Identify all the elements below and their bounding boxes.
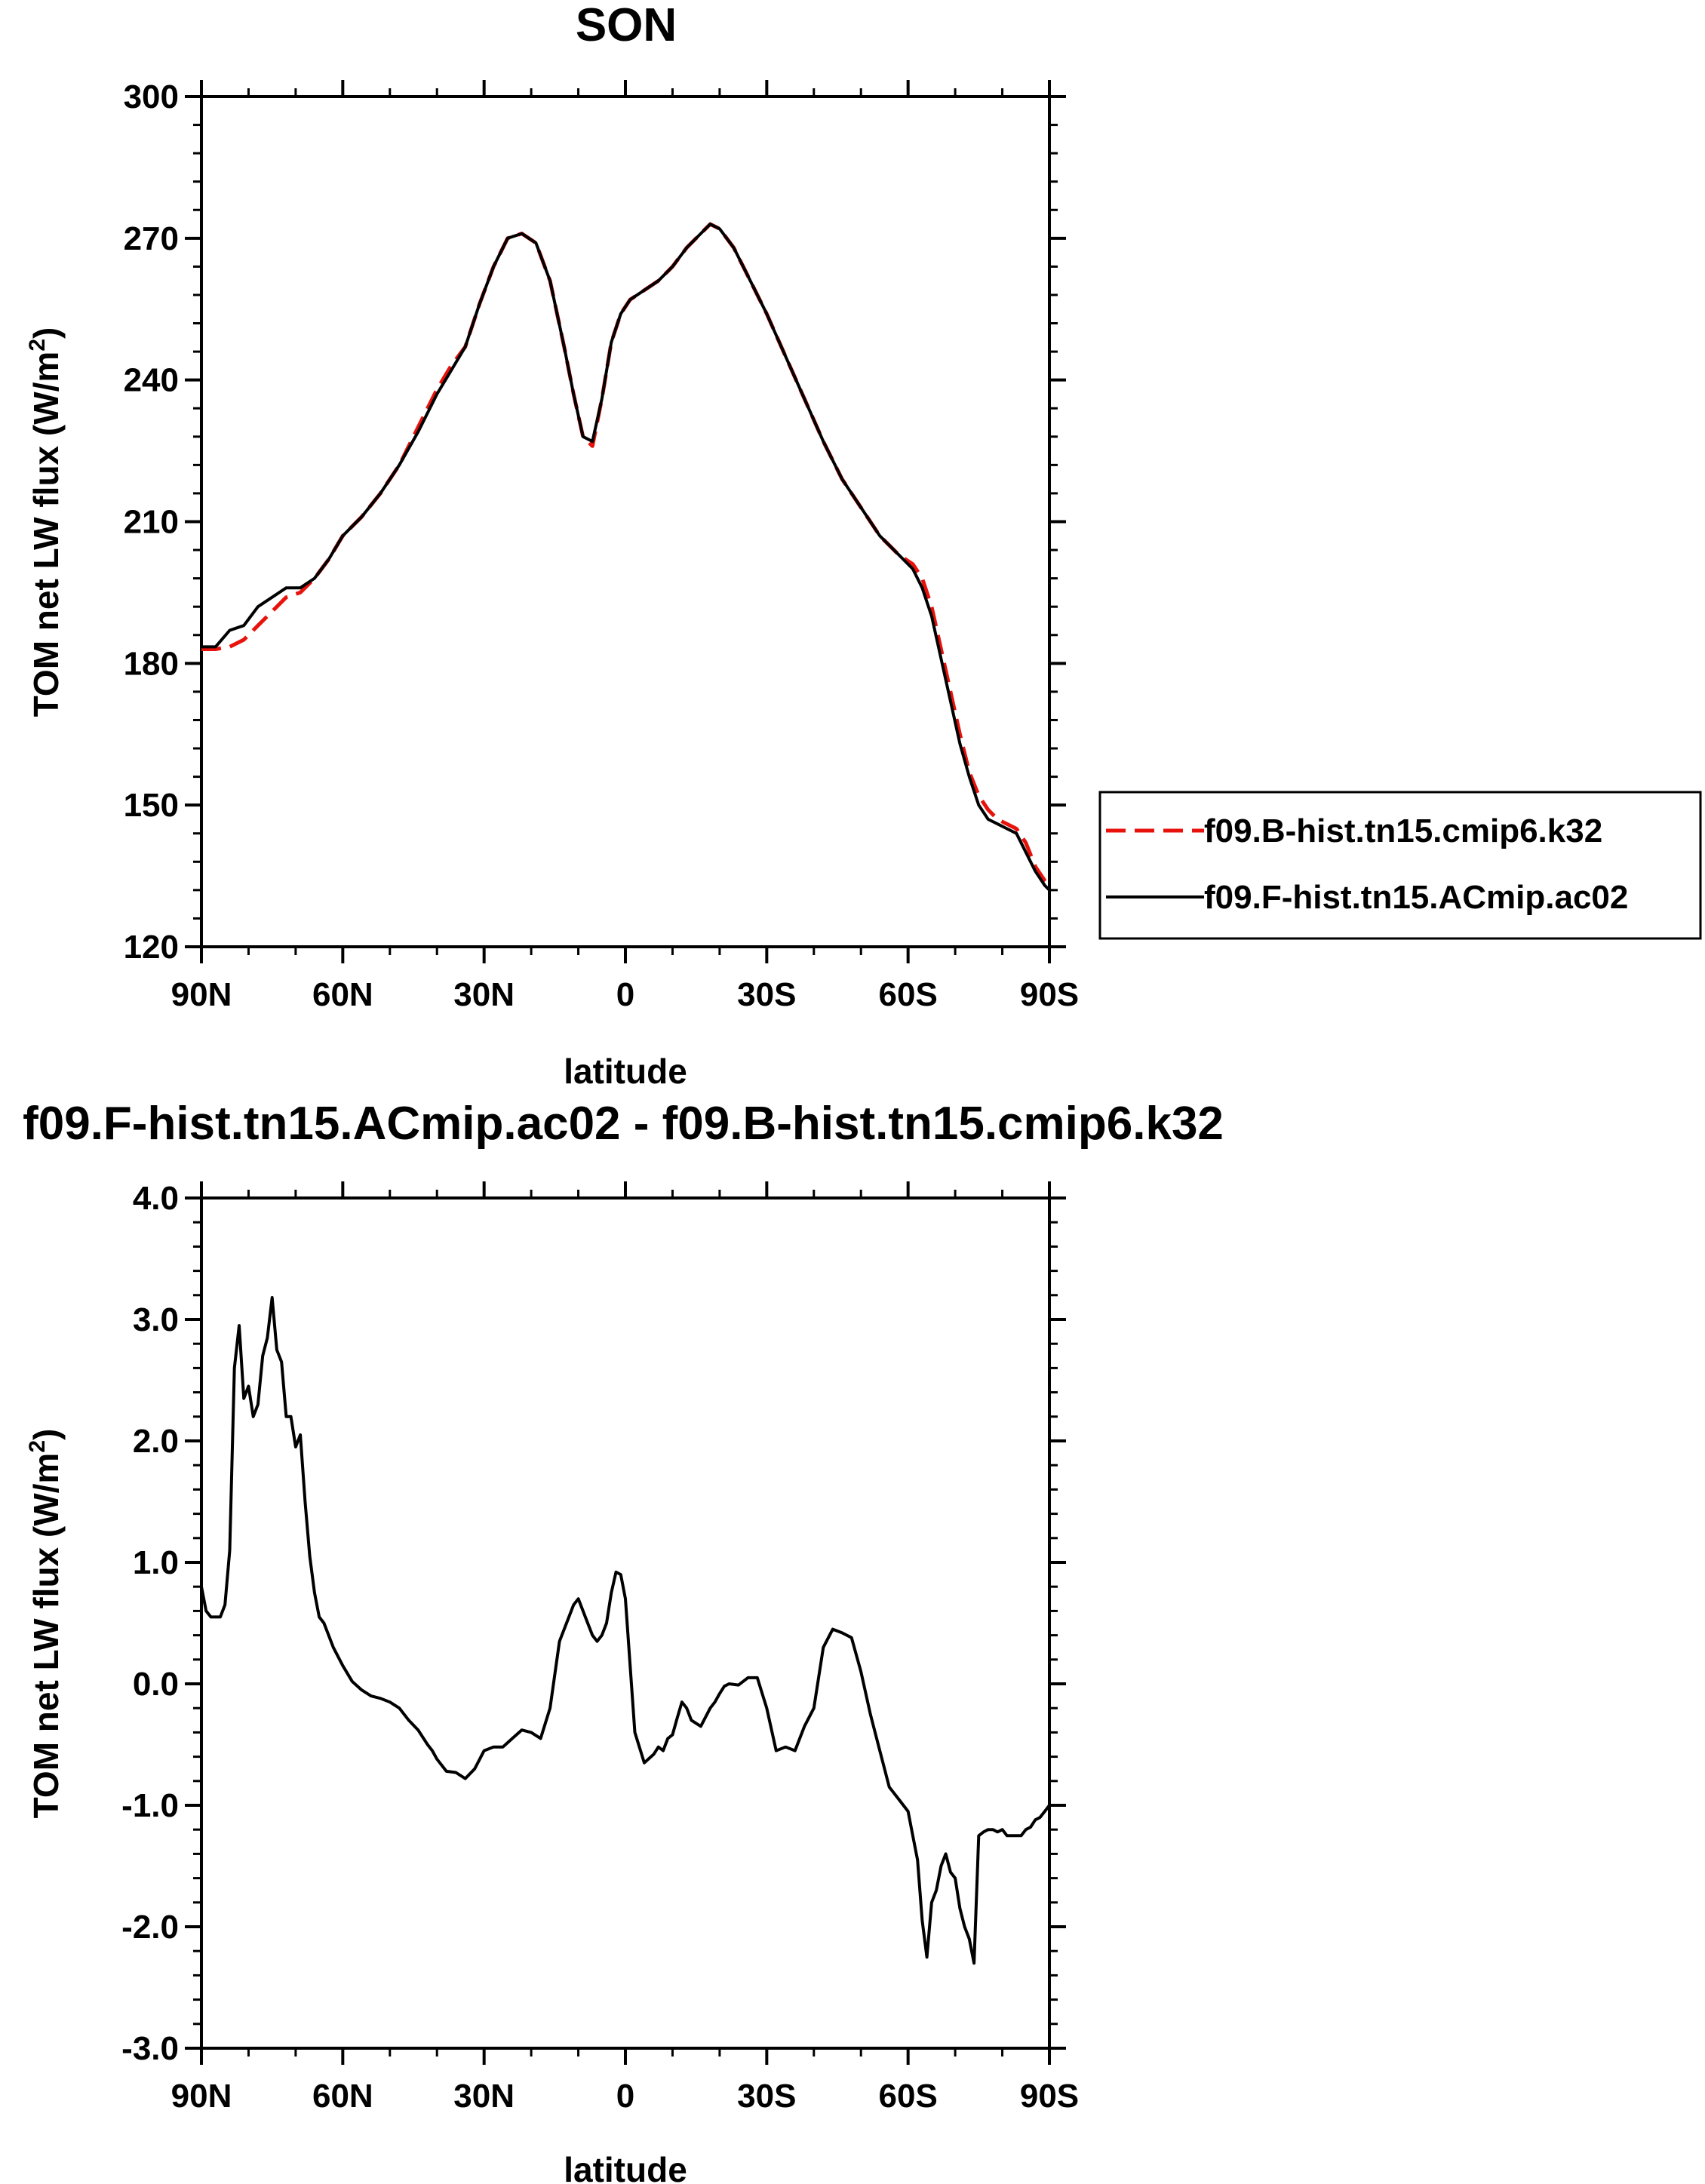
y-axis-title: TOM net LW flux (W/m2) bbox=[25, 327, 66, 717]
x-axis-title: latitude bbox=[564, 1052, 687, 1091]
x-tick-label: 30S bbox=[737, 2078, 796, 2115]
y-tick-label: 0.0 bbox=[133, 1666, 179, 1703]
series-line-1 bbox=[201, 222, 1051, 887]
x-tick-label: 30S bbox=[737, 976, 796, 1013]
y-tick-label: 150 bbox=[124, 787, 179, 824]
x-tick-label: 90S bbox=[1020, 2078, 1079, 2115]
y-tick-label: 2.0 bbox=[133, 1423, 179, 1460]
y-axis-title-close: ) bbox=[26, 1429, 66, 1440]
x-tick-label: 0 bbox=[616, 2078, 634, 2115]
y-axis-title-superscript: 2 bbox=[25, 1440, 50, 1453]
legend-label-f-hist: f09.F-hist.tn15.ACmip.ac02 bbox=[1204, 879, 1628, 916]
y-axis-title: TOM net LW flux (W/m2) bbox=[25, 1429, 66, 1819]
y-axis-title-text: TOM net LW flux (W/m bbox=[26, 1453, 66, 1819]
x-tick-label: 60N bbox=[312, 2078, 373, 2115]
y-tick-label: 3.0 bbox=[133, 1301, 179, 1338]
legend: f09.B-hist.tn15.cmip6.k32 f09.F-hist.tn1… bbox=[1098, 791, 1702, 940]
y-tick-label: -1.0 bbox=[121, 1787, 179, 1824]
series-line-2 bbox=[201, 223, 1051, 892]
y-tick-label: 120 bbox=[124, 929, 179, 966]
x-tick-label: 30N bbox=[453, 2078, 515, 2115]
y-tick-label: 270 bbox=[124, 220, 179, 257]
chart-title: f09.F-hist.tn15.ACmip.ac02 - f09.B-hist.… bbox=[23, 1098, 1224, 1150]
y-tick-label: 240 bbox=[124, 362, 179, 399]
x-tick-label: 0 bbox=[616, 976, 634, 1013]
y-tick-labels: -3.0 -2.0 -1.0 0.0 1.0 2.0 3.0 4.0 bbox=[121, 1180, 179, 2067]
y-tick-label: -2.0 bbox=[121, 1909, 179, 1946]
x-tick-label: 90S bbox=[1020, 976, 1079, 1013]
series-lines bbox=[200, 1296, 1051, 1965]
x-tick-label: 60N bbox=[312, 976, 373, 1013]
x-tick-label: 90N bbox=[171, 2078, 232, 2115]
legend-label-b-hist: f09.B-hist.tn15.cmip6.k32 bbox=[1204, 812, 1602, 849]
x-tick-labels: 90N 60N 30N 0 30S 60S 90S bbox=[171, 976, 1080, 1013]
son-line-chart: SON 120 150 180 210 240 270 300 90N 60N 30N 0 30S 6… bbox=[25, 0, 1702, 1091]
y-tick-label: 210 bbox=[124, 504, 179, 541]
y-axis-title-superscript: 2 bbox=[25, 339, 50, 352]
series-line-1 bbox=[200, 1296, 1051, 1965]
x-axis-title: latitude bbox=[564, 2150, 687, 2184]
x-tick-labels: 90N 60N 30N 0 30S 60S 90S bbox=[171, 2078, 1080, 2115]
x-tick-label: 60S bbox=[879, 2078, 938, 2115]
legend-box bbox=[1098, 791, 1702, 940]
x-tick-label: 60S bbox=[879, 976, 938, 1013]
x-tick-label: 90N bbox=[171, 976, 232, 1013]
y-tick-label: 1.0 bbox=[133, 1544, 179, 1581]
axis-ticks bbox=[185, 80, 1066, 963]
y-tick-label: 300 bbox=[124, 78, 179, 115]
y-tick-label: 4.0 bbox=[133, 1180, 179, 1217]
x-tick-label: 30N bbox=[453, 976, 515, 1013]
y-tick-label: 180 bbox=[124, 645, 179, 682]
axis-ticks bbox=[185, 1181, 1066, 2065]
y-axis-title-close: ) bbox=[26, 327, 66, 339]
y-tick-label: -3.0 bbox=[121, 2030, 179, 2067]
difference-line-chart: f09.F-hist.tn15.ACmip.ac02 - f09.B-hist.… bbox=[23, 1098, 1224, 2184]
y-tick-labels: 120 150 180 210 240 270 300 bbox=[124, 78, 179, 966]
series-lines bbox=[201, 222, 1051, 892]
y-axis-title-text: TOM net LW flux (W/m bbox=[26, 352, 66, 717]
chart-title: SON bbox=[576, 0, 677, 51]
plot-frame bbox=[200, 95, 1051, 948]
